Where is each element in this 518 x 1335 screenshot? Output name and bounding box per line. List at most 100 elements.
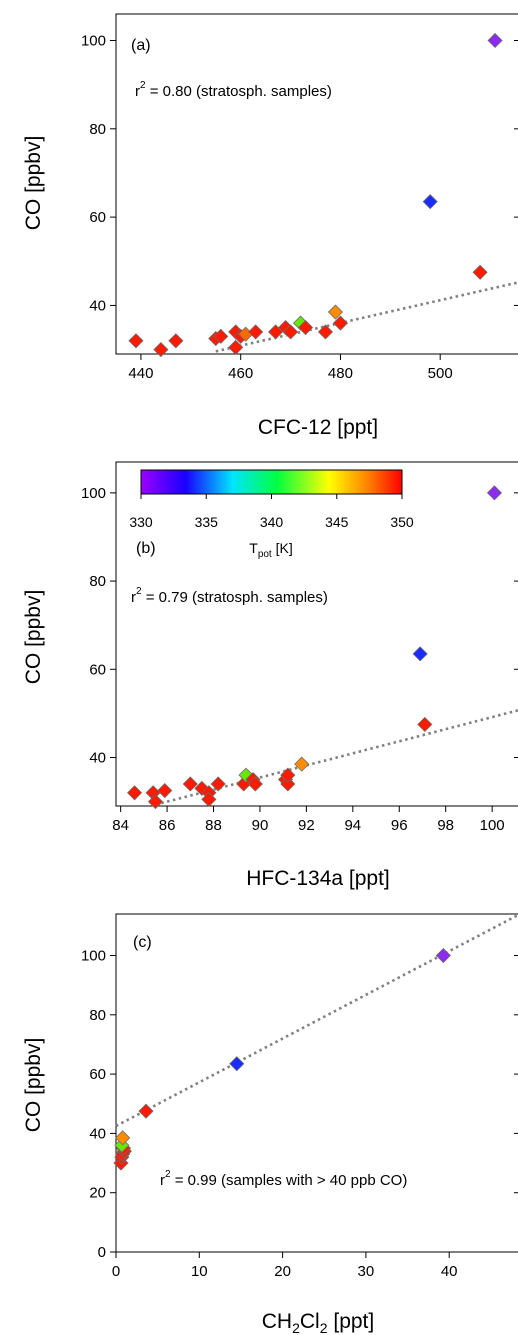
data-point <box>201 791 217 807</box>
data-point <box>280 776 296 792</box>
colorbar-tick-label: 340 <box>260 514 284 530</box>
x-axis-label-b: HFC-134a [ppt] <box>246 867 390 890</box>
fit-line-a <box>215 281 518 353</box>
y-tick-label: 80 <box>89 573 106 590</box>
plot-frame-b <box>115 461 518 807</box>
data-point <box>153 342 169 358</box>
panel-label-c: (c) <box>133 934 152 951</box>
colorbar-tick-label: 350 <box>390 514 414 530</box>
y-axis-ticks-c: 0 20 40 60 80 100 <box>81 948 518 1261</box>
data-point <box>317 324 334 340</box>
y-tick-label: 0 <box>98 1244 106 1261</box>
data-point <box>168 333 184 349</box>
x-tick-label: 480 <box>328 365 353 382</box>
colorbar-tick-label: 330 <box>129 514 153 530</box>
x-tick-label: 96 <box>391 817 408 834</box>
data-point <box>247 776 263 792</box>
y-tick-label: 20 <box>89 1185 106 1202</box>
x-tick-label: 100 <box>480 817 505 834</box>
data-point <box>280 767 296 783</box>
data-point <box>115 1130 131 1146</box>
data-point <box>417 716 433 732</box>
x-tick-label: 20 <box>274 1263 291 1280</box>
data-point <box>486 485 503 501</box>
data-point <box>487 32 503 49</box>
panel-label-b: (b) <box>136 540 156 557</box>
colorbar-tick-label: 335 <box>195 514 219 530</box>
x-axis-label-a: CFC-12 [ppt] <box>258 416 378 439</box>
data-point <box>210 776 226 792</box>
colorbar-tick-label: 345 <box>325 514 349 530</box>
x-tick-label: 98 <box>437 817 454 834</box>
y-tick-label: 80 <box>89 1007 106 1024</box>
y-tick-label: 40 <box>89 1125 106 1142</box>
data-point <box>422 194 438 210</box>
y-tick-label: 60 <box>89 661 106 678</box>
data-points-c <box>113 947 451 1171</box>
x-tick-label: 94 <box>344 817 361 834</box>
fit-line-c <box>115 913 518 1128</box>
data-point <box>435 947 451 964</box>
y-tick-label: 80 <box>89 121 106 138</box>
x-tick-label: 460 <box>228 365 253 382</box>
panel-a: 440 460 480 500 40 60 80 100 (a) r2 = 0.80 (st… <box>22 13 518 439</box>
x-axis-ticks-b: 84 86 88 90 92 94 96 98 100 <box>112 806 505 834</box>
annotation-b: r2 = 0.79 (stratosph. samples) <box>131 586 328 606</box>
colorbar <box>140 469 403 495</box>
annotation-a: r2 = 0.80 (stratosph. samples) <box>135 80 332 100</box>
data-point <box>327 304 344 320</box>
x-tick-label: 10 <box>191 1263 208 1280</box>
data-point <box>127 785 143 801</box>
y-axis-ticks-a: 40 60 80 100 <box>81 32 518 314</box>
y-tick-label: 100 <box>81 485 106 502</box>
data-point <box>283 324 299 340</box>
data-points-a <box>128 32 503 358</box>
plot-frame-a <box>115 13 518 355</box>
data-points-b <box>127 485 503 810</box>
data-point <box>114 1137 130 1153</box>
x-tick-label: 86 <box>159 817 176 834</box>
data-point <box>147 794 164 810</box>
x-tick-label: 30 <box>358 1263 375 1280</box>
x-axis-label-c: CH2Cl2 [ppt] <box>262 1310 374 1335</box>
data-point <box>294 756 310 772</box>
y-axis-label-c: CO [ppbv] <box>22 1038 45 1133</box>
x-tick-label: 500 <box>428 365 453 382</box>
y-axis-label-a: CO [ppbv] <box>22 136 45 231</box>
data-point <box>182 776 198 792</box>
data-point <box>128 333 144 349</box>
x-tick-label: 84 <box>112 817 129 834</box>
x-tick-label: 88 <box>205 817 222 834</box>
y-tick-label: 100 <box>81 948 106 965</box>
data-point <box>472 264 488 280</box>
data-point <box>138 1103 154 1119</box>
x-tick-label: 92 <box>298 817 315 834</box>
data-point <box>332 315 349 331</box>
y-tick-label: 60 <box>89 209 106 226</box>
x-tick-label: 40 <box>441 1263 458 1280</box>
y-axis-label-b: CO [ppbv] <box>22 590 45 685</box>
data-point <box>213 328 229 344</box>
colorbar-label: Tpot [K] <box>249 540 292 560</box>
x-tick-label: 90 <box>252 817 269 834</box>
data-point <box>229 1056 245 1072</box>
fit-line-b <box>155 709 518 806</box>
plot-frame-c <box>115 913 518 1253</box>
x-axis-ticks-a: 440 460 480 500 <box>128 354 453 382</box>
data-point <box>194 780 210 796</box>
y-tick-label: 60 <box>89 1066 106 1083</box>
colorbar-ticks: 330 335 340 345 350 <box>129 494 414 530</box>
y-tick-label: 100 <box>81 32 106 49</box>
data-point <box>297 319 314 336</box>
panel-label-a: (a) <box>131 37 151 54</box>
panel-c: 0 10 20 30 40 0 20 40 60 80 100 (c) r2 = 0.99 (sa… <box>22 913 518 1335</box>
x-axis-ticks-c: 0 10 20 30 40 <box>112 1252 458 1280</box>
y-tick-label: 40 <box>89 749 106 766</box>
x-tick-label: 440 <box>128 365 153 382</box>
data-point <box>228 339 244 355</box>
data-point <box>412 646 428 662</box>
annotation-c: r2 = 0.99 (samples with > 40 ppb CO) <box>160 1169 407 1189</box>
data-point <box>248 324 264 340</box>
